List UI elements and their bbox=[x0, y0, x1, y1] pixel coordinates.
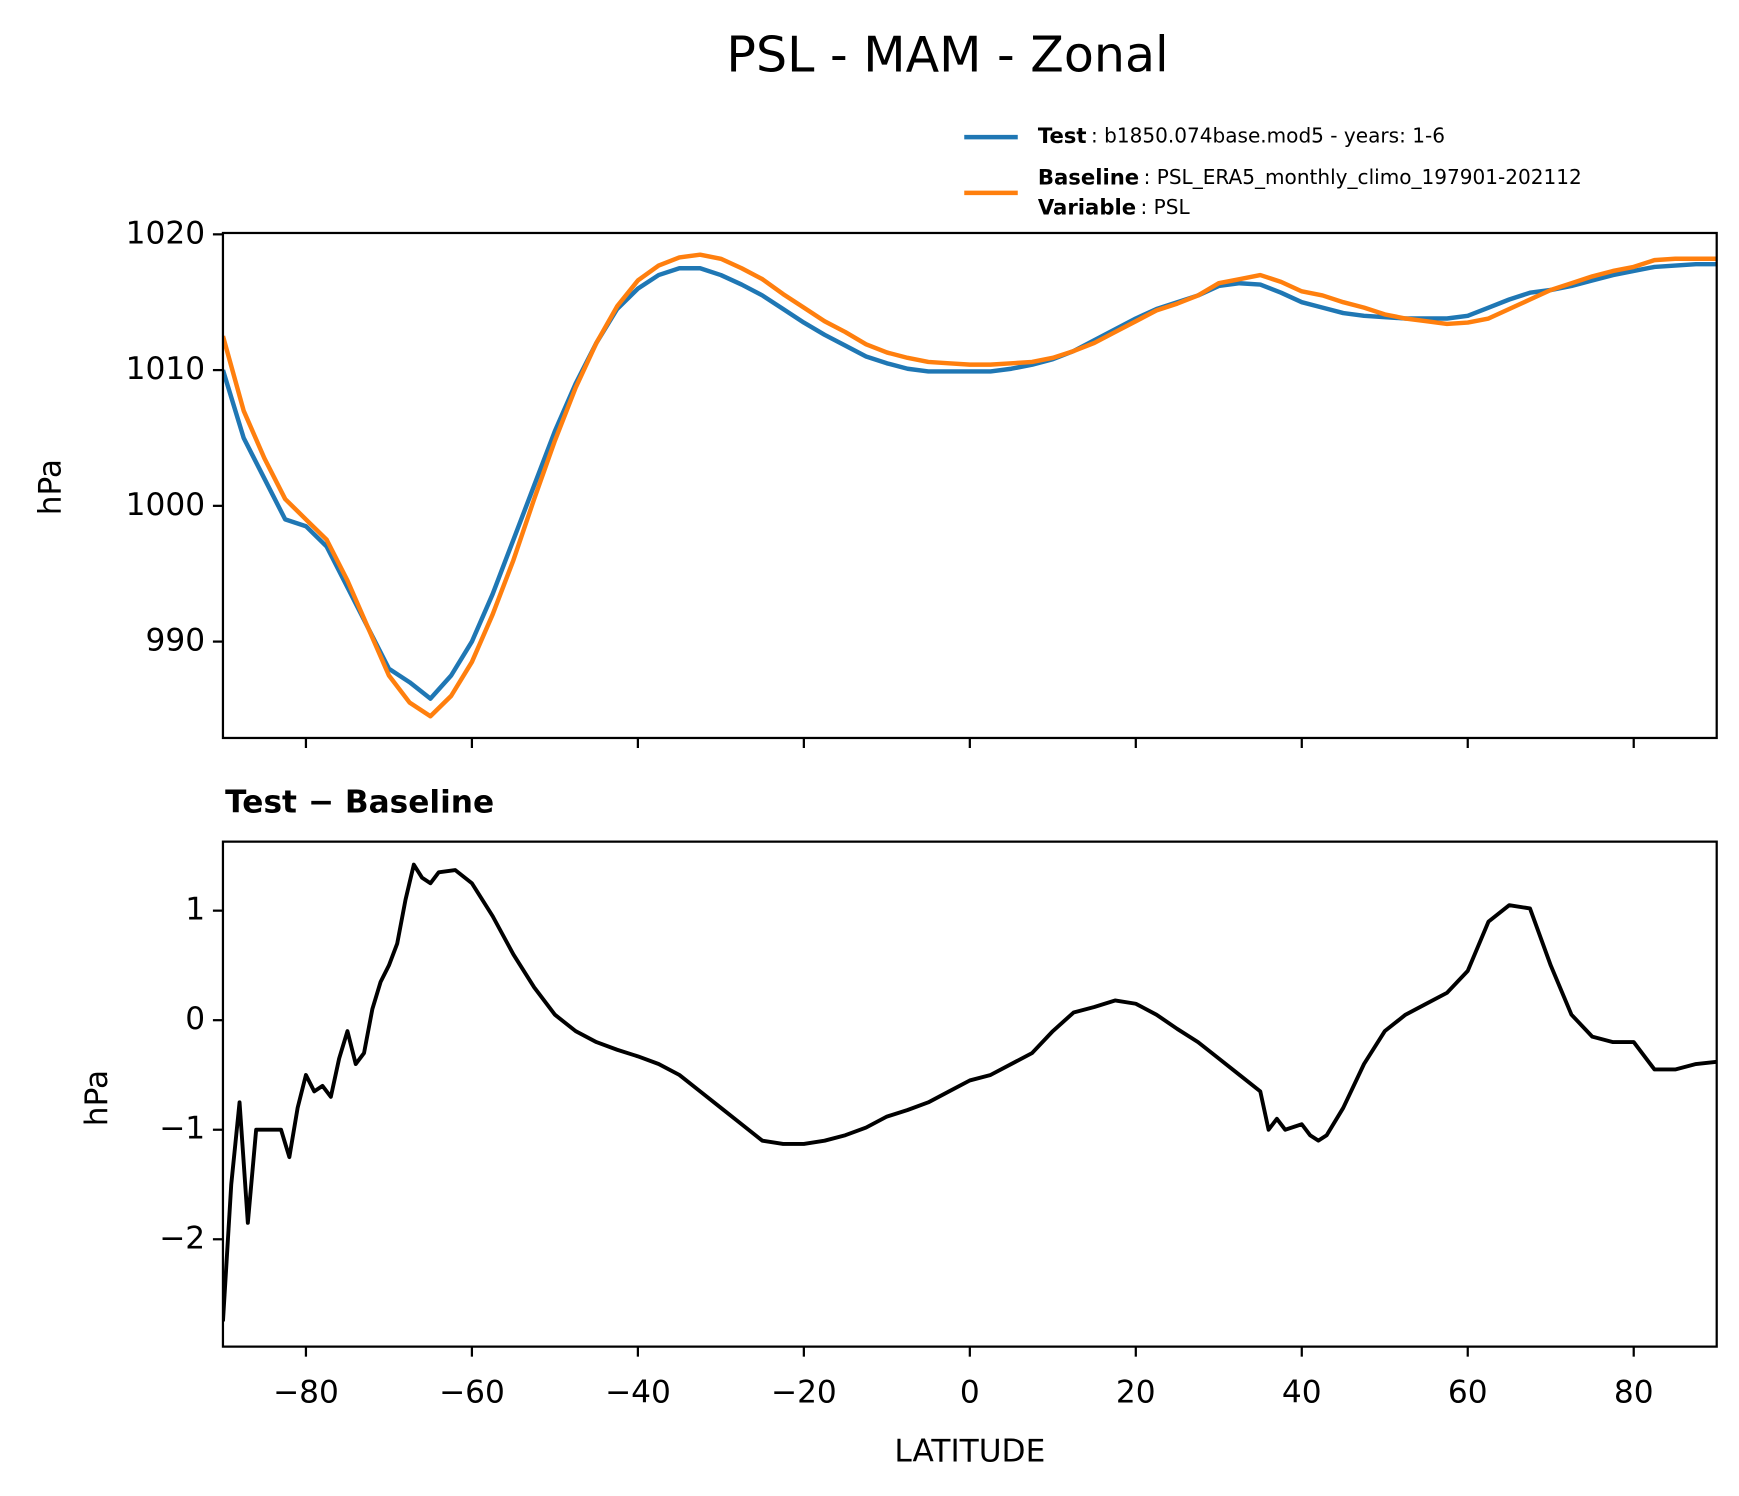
x-tick-label: −80 bbox=[273, 1374, 339, 1410]
y-axis-label: hPa bbox=[32, 459, 68, 515]
legend-label: Test bbox=[1038, 123, 1087, 148]
y-tick-label: 0 bbox=[185, 1001, 205, 1037]
data-line bbox=[222, 252, 1717, 719]
data-line bbox=[222, 862, 1717, 1322]
y-tick-label: 1010 bbox=[126, 351, 205, 387]
y-tick-label: −2 bbox=[159, 1220, 205, 1256]
x-tick-label: −20 bbox=[771, 1374, 837, 1410]
legend-label: Baseline bbox=[1038, 164, 1139, 189]
legend-detail: : b1850.074base.mod5 - years: 1-6 bbox=[1091, 124, 1445, 148]
y-tick-label: 1000 bbox=[126, 487, 205, 523]
x-tick-label: 40 bbox=[1282, 1374, 1322, 1410]
y-tick-label: −1 bbox=[159, 1111, 205, 1147]
x-tick-label: 0 bbox=[960, 1374, 980, 1410]
legend-detail: : PSL_ERA5_monthly_climo_197901-202112 bbox=[1144, 165, 1582, 189]
y-axis-label: hPa bbox=[79, 1070, 115, 1126]
x-axis-label: LATITUDE bbox=[894, 1434, 1045, 1470]
x-tick-label: 60 bbox=[1448, 1374, 1488, 1410]
y-tick-label: 1 bbox=[185, 892, 205, 928]
y-tick-label: 990 bbox=[146, 623, 206, 659]
y-tick-label: 1020 bbox=[126, 215, 205, 251]
x-tick-label: −60 bbox=[439, 1374, 505, 1410]
legend-label: Variable bbox=[1038, 194, 1136, 219]
x-tick-label: −40 bbox=[605, 1374, 671, 1410]
data-line bbox=[222, 261, 1717, 701]
subtitle: Test − Baseline bbox=[225, 785, 494, 821]
axes-frame bbox=[221, 231, 1718, 740]
axes-frame bbox=[221, 840, 1718, 1348]
x-tick-label: 80 bbox=[1614, 1374, 1654, 1410]
chart-title: PSL - MAM - Zonal bbox=[726, 25, 1168, 83]
legend-detail: : PSL bbox=[1141, 195, 1191, 219]
x-tick-label: 20 bbox=[1116, 1374, 1156, 1410]
